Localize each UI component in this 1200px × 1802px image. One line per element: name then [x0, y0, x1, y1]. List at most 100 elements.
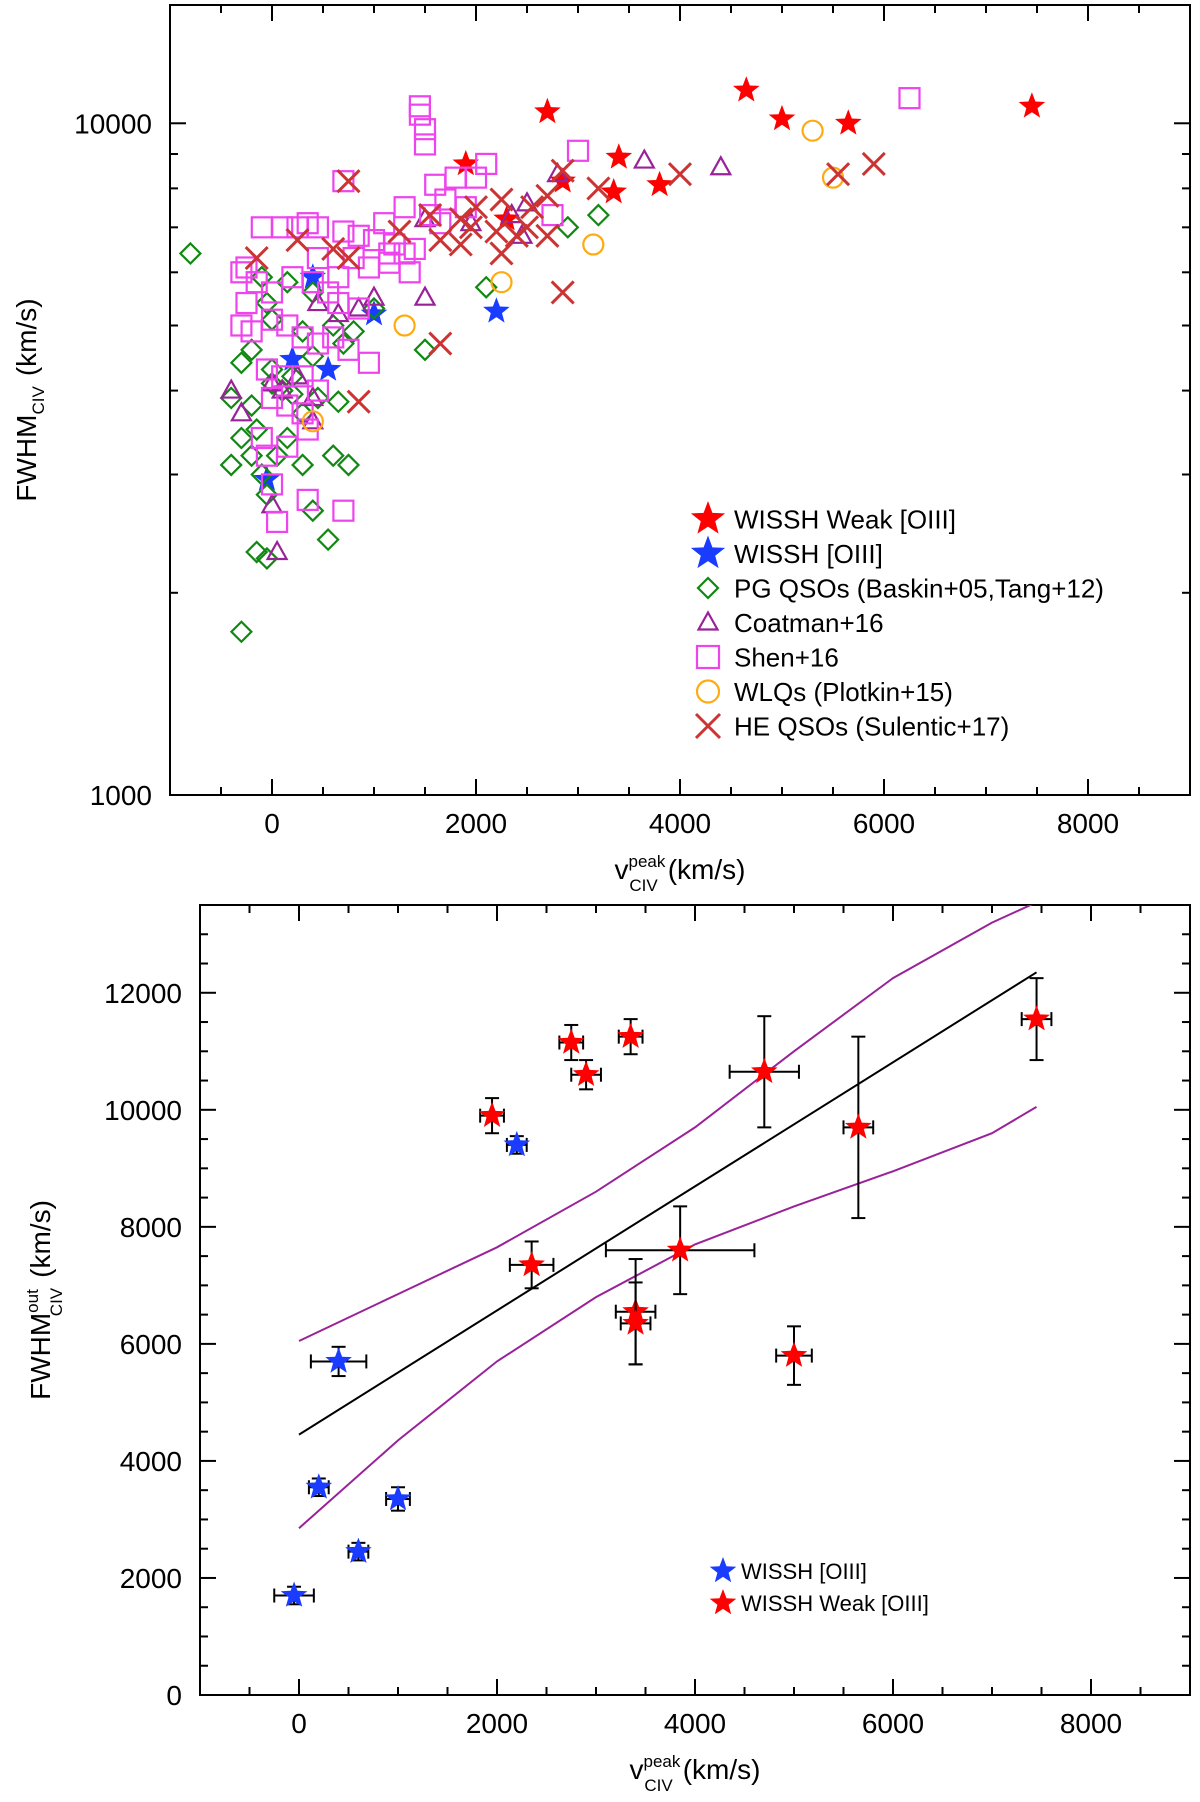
legend-label: WISSH [OIII]	[734, 539, 883, 569]
data-point	[275, 426, 299, 450]
data-point	[219, 453, 243, 477]
data-point	[898, 87, 921, 110]
data-point	[299, 263, 327, 289]
data-point	[572, 1060, 600, 1086]
y-tick-label: 4000	[120, 1446, 182, 1477]
legend-marker	[690, 535, 726, 569]
data-point	[413, 133, 437, 156]
data-point	[322, 326, 345, 349]
data-point	[428, 228, 453, 253]
data-point	[535, 183, 560, 208]
axis-label-unit: (km/s)	[25, 1200, 56, 1278]
y-tick-label: 0	[166, 1680, 182, 1711]
data-point	[835, 109, 862, 135]
data-point	[240, 320, 263, 343]
data-point	[478, 1101, 506, 1127]
axis-label-unit: (km/s)	[683, 1754, 761, 1785]
data-point	[1018, 92, 1046, 118]
x-tick-label: 2000	[445, 808, 507, 839]
data-point	[244, 246, 269, 271]
data-point	[336, 453, 361, 477]
data-point	[178, 241, 202, 266]
data-point	[271, 216, 294, 239]
data-point	[535, 223, 560, 248]
data-point	[360, 300, 388, 326]
data-point	[301, 499, 325, 523]
data-point	[617, 1022, 644, 1048]
data-point	[408, 95, 431, 118]
axis-label-subscript: CIV	[629, 876, 658, 895]
data-point	[337, 338, 360, 361]
data-point	[301, 410, 324, 433]
data-point	[387, 219, 412, 244]
legend-marker	[695, 679, 721, 704]
data-point	[429, 212, 452, 235]
data-point	[347, 297, 370, 320]
data-point	[413, 338, 437, 362]
data-point	[751, 1057, 778, 1084]
data-point	[276, 394, 299, 417]
y-tick-label: 12000	[104, 978, 182, 1009]
data-point	[306, 246, 329, 270]
y-axis-label: FWHMout CIV (km/s)	[23, 1200, 66, 1400]
confidence-band-lower	[298, 1106, 1038, 1529]
data-point	[260, 371, 284, 392]
data-point	[667, 162, 693, 187]
legend-marker	[696, 576, 720, 600]
data-point	[291, 453, 315, 477]
y-tick-label: 8000	[120, 1212, 182, 1243]
y-axis-label: FWHMCIV (km/s)	[11, 298, 48, 501]
data-point	[332, 170, 355, 193]
data-point	[483, 297, 510, 323]
series-wissh-weak-oiii	[452, 76, 1046, 231]
legend: WISSH [OIII] WISSH Weak [OIII]	[709, 1557, 929, 1616]
series-wlqs-plotkin-15	[301, 119, 845, 433]
legend-marker	[709, 1557, 737, 1583]
legend-label: HE QSOs (Sulentic+17)	[734, 711, 1009, 741]
data-point	[408, 103, 431, 126]
data-point	[475, 152, 498, 176]
data-point	[229, 426, 253, 450]
y-axis-ticks: 1000 10000	[74, 108, 1190, 811]
legend-item-wissh-oiii: WISSH [OIII]	[709, 1557, 867, 1584]
data-point	[605, 143, 633, 169]
data-point	[305, 1473, 333, 1499]
axis-label-base: v	[615, 854, 629, 885]
x-tick-label: 2000	[466, 1708, 528, 1739]
data-point	[347, 224, 370, 247]
data-point	[255, 291, 279, 315]
data-point	[265, 539, 289, 561]
data-point	[275, 270, 299, 294]
y-tick-label: 6000	[120, 1329, 182, 1360]
data-point	[260, 308, 284, 332]
x-tick-label: 8000	[1060, 1708, 1122, 1739]
x-tick-label: 0	[264, 808, 280, 839]
data-point	[306, 332, 329, 355]
data-point	[780, 1341, 808, 1367]
data-point	[418, 203, 443, 228]
data-point	[240, 393, 264, 418]
data-point	[448, 232, 473, 257]
data-point	[266, 510, 289, 534]
data-point	[556, 215, 580, 239]
top-scatter-panel: 0 2000 4000 6000 8000 1000 10000 vpeak CIV (km/s)…	[11, 4, 1191, 895]
data-point	[229, 620, 253, 644]
axis-label-unit: (km/s)	[668, 854, 746, 885]
data-point	[245, 540, 269, 564]
data-point	[801, 119, 824, 142]
data-point	[342, 319, 366, 343]
series-shen-16	[230, 87, 921, 534]
data-point	[325, 1347, 352, 1373]
data-point	[219, 378, 243, 399]
legend-marker	[690, 501, 726, 534]
data-point	[255, 358, 278, 381]
plot-area	[178, 76, 1046, 644]
x-axis-ticks: 0 2000 4000 6000 8000	[199, 905, 1191, 1739]
data-point	[474, 275, 498, 299]
data-point	[306, 386, 330, 410]
data-point	[245, 417, 269, 442]
data-point	[321, 444, 345, 468]
legend-marker	[709, 1589, 737, 1615]
data-point	[260, 473, 284, 496]
